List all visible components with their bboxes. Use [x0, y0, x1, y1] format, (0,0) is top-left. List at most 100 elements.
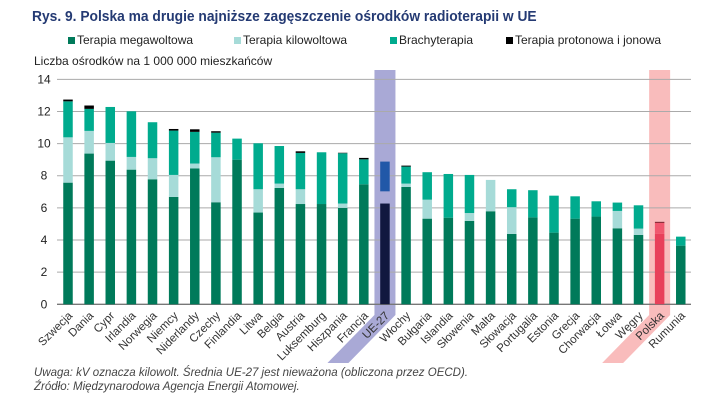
bar-niderlandy-series-3	[190, 129, 200, 132]
bar-belgia-series-0	[274, 187, 285, 305]
y-tick-label: 6	[41, 201, 48, 215]
bar-dania-series-1	[84, 130, 94, 154]
legend-swatch	[234, 37, 241, 44]
y-tick-label: 0	[41, 297, 48, 311]
bar-węgry-series-0	[633, 234, 644, 305]
bar-grecja-series-0	[570, 218, 580, 305]
bar-dania-series-0	[84, 153, 94, 305]
bar-włochy-series-1	[401, 183, 411, 187]
bar-hiszpania-series-1	[337, 203, 348, 208]
bar-litwa-series-2	[253, 143, 263, 190]
bar-litwa-series-0	[253, 212, 263, 305]
bar-irlandia-series-0	[126, 169, 137, 305]
bar-belgia-series-1	[274, 183, 285, 188]
note-source: Źródło: Międzynarodowa Agencja Energii A…	[34, 381, 300, 393]
y-tick-label: 8	[41, 169, 48, 183]
bar-niemcy-series-0	[168, 196, 179, 305]
bar-włochy-series-0	[401, 186, 411, 305]
bar-szwecja-series-3	[63, 99, 73, 102]
bar-francja-series-3	[359, 157, 369, 160]
bar-słowacja-series-2	[506, 189, 517, 208]
bar-szwecja-series-1	[63, 137, 73, 183]
bar-słowenia-series-1	[464, 213, 475, 221]
bar-rumunia-series-2	[676, 236, 686, 246]
bar-hiszpania-series-0	[337, 207, 348, 305]
bar-rumunia-series-0	[676, 245, 686, 305]
y-tick-label: 10	[37, 137, 51, 151]
bar-austria-series-1	[295, 189, 306, 205]
bar-austria-series-0	[295, 204, 306, 305]
bar-francja-series-0	[359, 184, 369, 305]
legend-swatch	[390, 37, 397, 44]
bar-ue-27-series-0	[380, 203, 390, 305]
bar-włochy-series-2	[401, 166, 411, 184]
bar-portugalia-series-2	[528, 190, 538, 218]
bar-hiszpania-series-2	[337, 153, 348, 204]
y-tick-label: 12	[37, 104, 51, 118]
bar-austria-series-3	[295, 151, 306, 153]
bar-irlandia-series-2	[126, 111, 137, 157]
bar-słowacja-series-0	[506, 233, 517, 305]
bar-czechy-series-2	[211, 132, 221, 158]
y-tick-label: 4	[41, 233, 48, 247]
bar-szwecja-series-0	[63, 182, 73, 305]
bar-luksemburg-series-2	[316, 152, 327, 205]
bar-dania-series-3	[84, 105, 94, 109]
legend-label: Brachyterapia	[399, 33, 474, 47]
bar-włochy-series-3	[401, 165, 411, 167]
bar-łotwa-series-1	[612, 210, 623, 229]
bar-norwegia-series-0	[147, 179, 158, 305]
bar-chorwacja-series-0	[591, 216, 601, 305]
bar-francja-series-2	[359, 159, 369, 185]
legend-label: Terapia megawoltowa	[77, 33, 194, 47]
bar-łotwa-series-0	[612, 228, 623, 305]
bar-polska-series-3	[654, 221, 665, 223]
bar-bułgaria-series-2	[422, 172, 432, 200]
chart-title: Rys. 9. Polska ma drugie najniższe zagęs…	[32, 8, 537, 25]
bar-islandia-series-2	[443, 173, 454, 218]
y-tick-label: 14	[37, 72, 51, 86]
bar-litwa-series-1	[253, 189, 263, 213]
x-tick-label: Dania	[67, 310, 97, 340]
y-tick-label: 2	[41, 265, 48, 279]
bar-austria-series-2	[295, 152, 306, 190]
note-kv: Uwaga: kV oznacza kilowolt. Średnia UE-2…	[34, 367, 469, 379]
bar-łotwa-series-2	[612, 202, 623, 211]
bar-czechy-series-3	[211, 131, 221, 133]
bar-portugalia-series-0	[528, 217, 538, 305]
bar-polska-series-0	[654, 233, 665, 305]
footnotes: Uwaga: kV oznacza kilowolt. Średnia UE-2…	[34, 366, 468, 394]
bar-irlandia-series-1	[126, 156, 137, 170]
bar-węgry-series-2	[633, 205, 644, 229]
bar-ue-27-series-1	[380, 191, 390, 203]
bar-norwegia-series-1	[147, 158, 158, 180]
bar-cypr-series-0	[105, 160, 116, 305]
bar-estonia-series-2	[549, 195, 559, 233]
bar-niemcy-series-1	[168, 174, 179, 197]
bar-słowacja-series-1	[506, 207, 517, 234]
bar-dania-series-2	[84, 108, 94, 131]
bar-czechy-series-1	[211, 157, 221, 203]
bar-węgry-series-1	[633, 228, 644, 235]
bar-norwegia-series-2	[147, 122, 158, 159]
bar-cypr-series-1	[105, 142, 116, 161]
legend-item-brachyterapia: Brachyterapia	[390, 33, 473, 47]
bar-czechy-series-0	[211, 202, 221, 305]
bar-grecja-series-2	[570, 196, 580, 219]
bar-finlandia-series-0	[232, 159, 242, 305]
bar-niderlandy-series-2	[190, 131, 200, 164]
bar-chorwacja-series-2	[591, 201, 601, 217]
bar-niderlandy-series-0	[190, 168, 200, 305]
bar-belgia-series-2	[274, 146, 285, 184]
legend-label: Terapia kilowoltowa	[243, 33, 348, 47]
legend-item-megawoltowa: Terapia megawoltowa	[68, 33, 193, 47]
legend-label: Terapia protonowa i jonowa	[515, 33, 662, 47]
bar-niemcy-series-2	[168, 130, 179, 175]
bar-bułgaria-series-0	[422, 218, 432, 305]
bar-malta-series-0	[485, 211, 496, 305]
legend-item-kilowoltowa: Terapia kilowoltowa	[234, 33, 347, 47]
bar-niemcy-series-3	[168, 128, 179, 131]
bar-ue-27-series-2	[380, 161, 390, 192]
